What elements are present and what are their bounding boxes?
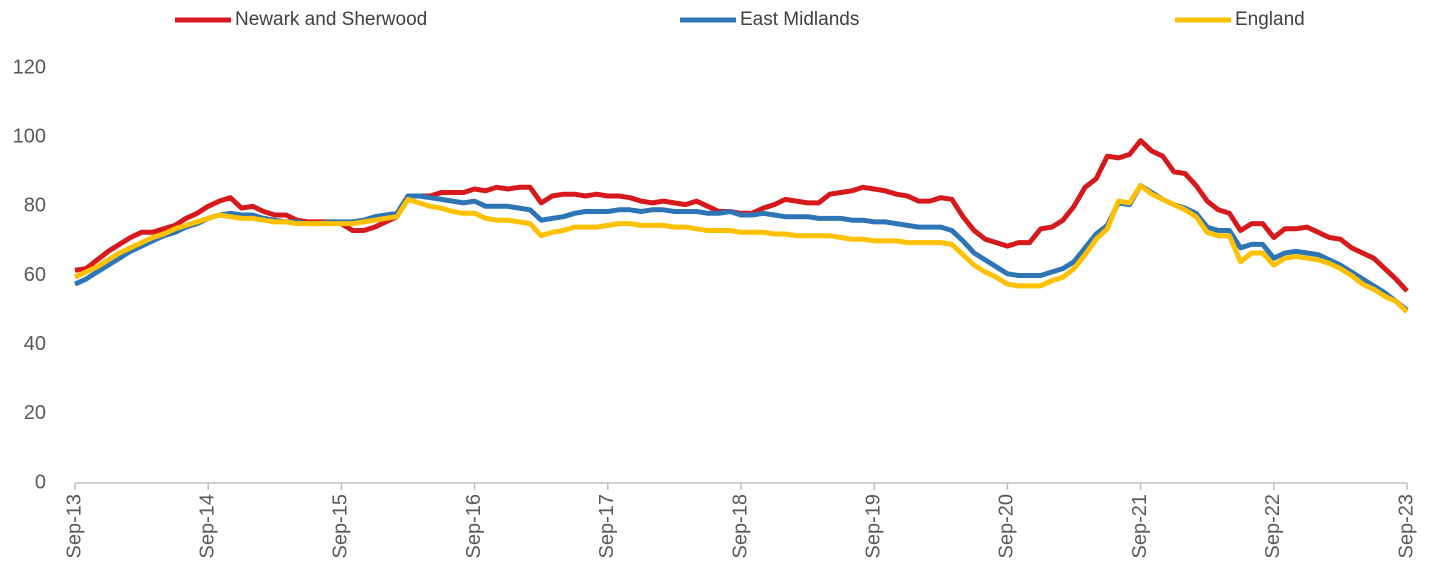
legend-label: Newark and Sherwood: [235, 9, 427, 30]
x-tick-label: Sep-18: [729, 494, 751, 559]
series-line: [73, 183, 1409, 314]
y-tick-label: 120: [13, 56, 46, 78]
x-tick-label: Sep-14: [196, 494, 218, 559]
x-tick-label: Sep-21: [1129, 494, 1151, 559]
y-tick-label: 0: [35, 471, 46, 493]
y-tick-label: 60: [24, 264, 46, 286]
y-tick-label: 40: [24, 333, 46, 355]
legend-label: England: [1235, 9, 1305, 30]
y-tick-label: 20: [24, 402, 46, 424]
x-tick-label: Sep-20: [996, 494, 1018, 559]
y-tick-label: 80: [24, 195, 46, 217]
x-tick-label: Sep-19: [862, 494, 884, 559]
y-tick-label: 100: [13, 125, 46, 147]
x-tick-label: Sep-17: [596, 494, 618, 559]
x-tick-label: Sep-23: [1395, 494, 1417, 559]
x-tick-label: Sep-22: [1262, 494, 1284, 559]
x-tick-label: Sep-15: [330, 494, 352, 559]
x-tick-label: Sep-13: [63, 494, 85, 559]
legend-label: East Midlands: [740, 9, 859, 30]
x-tick-label: Sep-16: [463, 494, 485, 559]
